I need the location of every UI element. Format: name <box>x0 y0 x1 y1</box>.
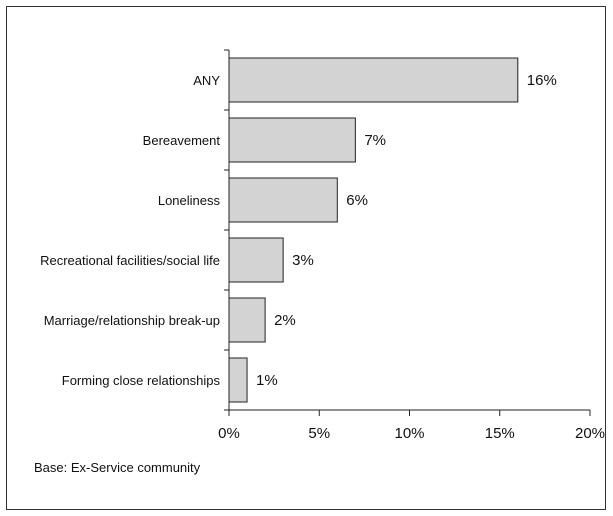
category-label: Marriage/relationship break-up <box>44 313 220 328</box>
bar <box>228 57 519 103</box>
category-label: Recreational facilities/social life <box>40 253 220 268</box>
category-label: Bereavement <box>143 133 221 148</box>
x-tick-label: 20% <box>575 425 605 442</box>
bar <box>228 297 266 343</box>
x-tick-label: 15% <box>485 425 515 442</box>
data-label: 3% <box>292 252 314 269</box>
base-note: Base: Ex-Service community <box>34 460 201 475</box>
x-tick-label: 5% <box>308 425 330 442</box>
bar <box>228 357 248 403</box>
data-label: 1% <box>256 372 278 389</box>
category-label: Forming close relationships <box>62 373 221 388</box>
bar <box>228 237 284 283</box>
bar <box>228 177 338 223</box>
data-label: 6% <box>346 192 368 209</box>
category-label: Loneliness <box>158 193 221 208</box>
x-tick-label: 0% <box>218 425 240 442</box>
bar <box>228 117 356 163</box>
x-tick-label: 10% <box>394 425 424 442</box>
category-label: ANY <box>193 73 220 88</box>
data-label: 2% <box>274 312 296 329</box>
data-label: 16% <box>527 72 557 89</box>
data-label: 7% <box>364 132 386 149</box>
